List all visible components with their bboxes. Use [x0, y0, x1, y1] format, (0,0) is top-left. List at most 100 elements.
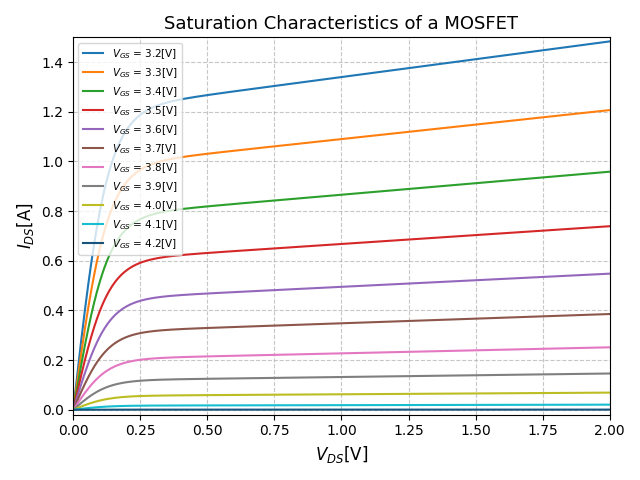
- $V_{GS}$ = 4.0[V]: [330, 392, 338, 397]
- $V_{GS}$ = 3.2[V]: [590, 41, 598, 47]
- $V_{GS}$ = 4.1[V]: [492, 402, 499, 408]
- $V_{GS}$ = 3.5[V]: [606, 223, 614, 229]
- Line: $V_{GS}$ = 3.8[V]: $V_{GS}$ = 3.8[V]: [73, 348, 610, 410]
- $V_{GS}$ = 4.2[V]: [316, 407, 324, 412]
- $V_{GS}$ = 4.0[V]: [590, 390, 598, 396]
- $V_{GS}$ = 3.2[V]: [69, 407, 77, 413]
- $V_{GS}$ = 4.2[V]: [492, 407, 499, 412]
- $V_{GS}$ = 3.4[V]: [330, 192, 338, 198]
- $V_{GS}$ = 3.8[V]: [492, 347, 499, 353]
- $V_{GS}$ = 3.4[V]: [316, 194, 324, 200]
- $V_{GS}$ = 3.3[V]: [69, 407, 77, 413]
- $V_{GS}$ = 4.0[V]: [492, 390, 499, 396]
- $V_{GS}$ = 3.2[V]: [97, 204, 104, 210]
- X-axis label: $V_{DS}$[V]: $V_{DS}$[V]: [315, 444, 368, 465]
- $V_{GS}$ = 3.8[V]: [69, 407, 77, 413]
- $V_{GS}$ = 3.7[V]: [97, 354, 104, 360]
- $V_{GS}$ = 4.0[V]: [97, 397, 104, 403]
- Line: $V_{GS}$ = 3.5[V]: $V_{GS}$ = 3.5[V]: [73, 226, 610, 410]
- $V_{GS}$ = 3.8[V]: [97, 372, 104, 378]
- $V_{GS}$ = 4.2[V]: [590, 407, 598, 412]
- $V_{GS}$ = 3.4[V]: [69, 407, 77, 413]
- $V_{GS}$ = 3.2[V]: [492, 54, 499, 60]
- Title: Saturation Characteristics of a MOSFET: Saturation Characteristics of a MOSFET: [164, 15, 518, 33]
- $V_{GS}$ = 3.3[V]: [330, 137, 338, 143]
- $V_{GS}$ = 4.0[V]: [69, 407, 77, 413]
- $V_{GS}$ = 3.4[V]: [590, 170, 598, 176]
- $V_{GS}$ = 3.8[V]: [590, 345, 598, 350]
- Legend: $V_{GS}$ = 3.2[V], $V_{GS}$ = 3.3[V], $V_{GS}$ = 3.4[V], $V_{GS}$ = 3.5[V], $V_{: $V_{GS}$ = 3.2[V], $V_{GS}$ = 3.3[V], $V…: [79, 43, 182, 255]
- $V_{GS}$ = 3.6[V]: [316, 285, 324, 291]
- $V_{GS}$ = 4.0[V]: [606, 390, 614, 396]
- $V_{GS}$ = 3.4[V]: [97, 276, 104, 282]
- $V_{GS}$ = 3.8[V]: [590, 345, 598, 350]
- $V_{GS}$ = 3.9[V]: [97, 387, 104, 393]
- $V_{GS}$ = 3.6[V]: [69, 407, 77, 413]
- $V_{GS}$ = 3.5[V]: [97, 306, 104, 312]
- Line: $V_{GS}$ = 4.1[V]: $V_{GS}$ = 4.1[V]: [73, 405, 610, 410]
- $V_{GS}$ = 3.7[V]: [606, 311, 614, 317]
- $V_{GS}$ = 3.5[V]: [590, 224, 598, 230]
- $V_{GS}$ = 3.9[V]: [69, 407, 77, 413]
- $V_{GS}$ = 4.1[V]: [606, 402, 614, 408]
- $V_{GS}$ = 4.2[V]: [590, 407, 598, 412]
- $V_{GS}$ = 3.4[V]: [492, 179, 499, 184]
- Line: $V_{GS}$ = 3.6[V]: $V_{GS}$ = 3.6[V]: [73, 274, 610, 410]
- Line: $V_{GS}$ = 3.4[V]: $V_{GS}$ = 3.4[V]: [73, 172, 610, 410]
- $V_{GS}$ = 4.1[V]: [316, 402, 324, 408]
- $V_{GS}$ = 3.6[V]: [590, 272, 598, 277]
- $V_{GS}$ = 3.3[V]: [590, 109, 598, 115]
- $V_{GS}$ = 3.7[V]: [330, 321, 338, 326]
- $V_{GS}$ = 3.9[V]: [316, 374, 324, 380]
- $V_{GS}$ = 3.3[V]: [590, 109, 598, 115]
- $V_{GS}$ = 3.8[V]: [316, 351, 324, 357]
- $V_{GS}$ = 3.9[V]: [590, 371, 598, 377]
- $V_{GS}$ = 3.5[V]: [69, 407, 77, 413]
- $V_{GS}$ = 4.2[V]: [69, 407, 77, 413]
- $V_{GS}$ = 3.9[V]: [492, 372, 499, 378]
- $V_{GS}$ = 3.3[V]: [97, 242, 104, 248]
- $V_{GS}$ = 3.7[V]: [590, 312, 598, 317]
- $V_{GS}$ = 4.2[V]: [97, 407, 104, 412]
- $V_{GS}$ = 4.1[V]: [330, 402, 338, 408]
- $V_{GS}$ = 3.6[V]: [590, 272, 598, 277]
- $V_{GS}$ = 3.8[V]: [606, 345, 614, 350]
- $V_{GS}$ = 4.1[V]: [590, 402, 598, 408]
- Line: $V_{GS}$ = 3.7[V]: $V_{GS}$ = 3.7[V]: [73, 314, 610, 410]
- $V_{GS}$ = 4.1[V]: [69, 407, 77, 413]
- $V_{GS}$ = 3.6[V]: [606, 271, 614, 276]
- $V_{GS}$ = 3.7[V]: [69, 407, 77, 413]
- $V_{GS}$ = 4.2[V]: [330, 407, 338, 412]
- $V_{GS}$ = 3.8[V]: [330, 350, 338, 356]
- $V_{GS}$ = 4.2[V]: [606, 407, 614, 412]
- $V_{GS}$ = 3.9[V]: [330, 374, 338, 380]
- Line: $V_{GS}$ = 3.9[V]: $V_{GS}$ = 3.9[V]: [73, 373, 610, 410]
- $V_{GS}$ = 3.5[V]: [316, 242, 324, 248]
- $V_{GS}$ = 4.1[V]: [590, 402, 598, 408]
- $V_{GS}$ = 3.7[V]: [316, 321, 324, 327]
- $V_{GS}$ = 3.4[V]: [590, 170, 598, 176]
- $V_{GS}$ = 3.9[V]: [590, 371, 598, 377]
- $V_{GS}$ = 3.2[V]: [606, 38, 614, 44]
- Line: $V_{GS}$ = 3.2[V]: $V_{GS}$ = 3.2[V]: [73, 41, 610, 410]
- $V_{GS}$ = 3.7[V]: [590, 312, 598, 317]
- $V_{GS}$ = 3.3[V]: [492, 120, 499, 125]
- $V_{GS}$ = 3.5[V]: [590, 224, 598, 230]
- $V_{GS}$ = 3.4[V]: [606, 169, 614, 175]
- $V_{GS}$ = 3.6[V]: [492, 276, 499, 282]
- $V_{GS}$ = 3.5[V]: [492, 231, 499, 237]
- $V_{GS}$ = 4.0[V]: [590, 390, 598, 396]
- $V_{GS}$ = 3.6[V]: [330, 284, 338, 290]
- $V_{GS}$ = 3.2[V]: [330, 75, 338, 81]
- $V_{GS}$ = 3.9[V]: [606, 371, 614, 376]
- Line: $V_{GS}$ = 4.0[V]: $V_{GS}$ = 4.0[V]: [73, 393, 610, 410]
- Y-axis label: $I_{DS}$[A]: $I_{DS}$[A]: [15, 203, 36, 250]
- $V_{GS}$ = 3.5[V]: [330, 241, 338, 247]
- $V_{GS}$ = 3.2[V]: [590, 41, 598, 47]
- $V_{GS}$ = 3.2[V]: [316, 77, 324, 83]
- $V_{GS}$ = 4.0[V]: [316, 392, 324, 397]
- Line: $V_{GS}$ = 3.3[V]: $V_{GS}$ = 3.3[V]: [73, 110, 610, 410]
- $V_{GS}$ = 3.3[V]: [316, 139, 324, 144]
- $V_{GS}$ = 3.3[V]: [606, 107, 614, 113]
- $V_{GS}$ = 3.6[V]: [97, 332, 104, 338]
